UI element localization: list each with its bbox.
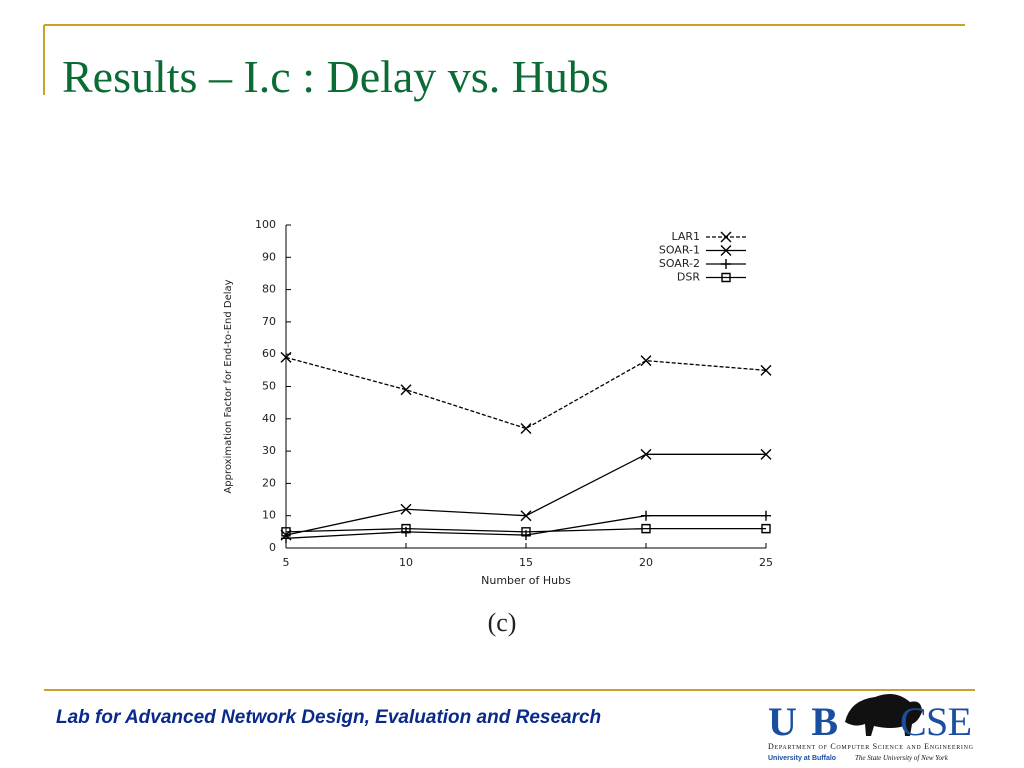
legend-label: SOAR-1 [659, 244, 700, 257]
series-line [285, 527, 766, 533]
marker [761, 523, 771, 534]
y-tick-label: 80 [262, 283, 276, 296]
marker [760, 364, 772, 376]
y-tick-label: 40 [262, 412, 276, 425]
legend-label: SOAR-2 [659, 257, 700, 270]
footer-text: Lab for Advanced Network Design, Evaluat… [56, 707, 601, 728]
marker [281, 533, 291, 544]
chart: 0 10 20 30 40 50 60 70 80 90 100 5 10 15 20 25 Number of… [223, 218, 773, 637]
logo-cse: CSE [900, 699, 972, 744]
marker [721, 272, 731, 283]
y-tick-label: 10 [262, 509, 276, 522]
marker [761, 510, 771, 521]
marker [720, 231, 732, 243]
marker [400, 384, 412, 396]
marker [641, 523, 651, 534]
marker [641, 510, 651, 521]
logo-university: University at Buffalo [768, 755, 836, 762]
x-tick-label: 25 [759, 556, 773, 569]
y-tick-label: 90 [262, 250, 276, 263]
x-axis-label: Number of Hubs [481, 574, 571, 587]
marker [760, 448, 772, 460]
legend-label: DSR [677, 271, 700, 284]
marker [400, 503, 412, 515]
y-tick-label: 70 [262, 315, 276, 328]
x-tick-label: 15 [519, 556, 533, 569]
x-tick-label: 5 [283, 556, 290, 569]
y-tick-label: 50 [262, 380, 276, 393]
logo-state: The State University of New York [855, 754, 949, 762]
caption: (c) [488, 608, 517, 637]
marker [520, 510, 532, 522]
marker [721, 259, 731, 269]
marker [520, 422, 532, 434]
y-tick-label: 20 [262, 476, 276, 489]
logo-department: Department of Computer Science and Engin… [768, 742, 974, 751]
slide-title: Results – I.c : Delay vs. Hubs [62, 51, 609, 102]
marker [521, 527, 531, 537]
y-tick-label: 0 [269, 541, 276, 554]
y-axis-label: Approximation Factor for End-to-End Dela… [223, 279, 234, 493]
y-tick-label: 30 [262, 444, 276, 457]
y-tick-label: 100 [255, 218, 276, 231]
marker [401, 523, 411, 534]
x-tick-label: 10 [399, 556, 413, 569]
logo-buffalo [845, 693, 922, 736]
marker [640, 355, 652, 367]
x-tick-label: 20 [639, 556, 653, 569]
marker [281, 527, 291, 537]
marker [280, 351, 292, 363]
y-tick-label: 60 [262, 347, 276, 360]
marker [720, 245, 732, 256]
series-line [285, 356, 767, 430]
marker [640, 448, 652, 460]
legend-label: LAR1 [671, 230, 700, 243]
logo: UB CSE Department of Computer Science an… [768, 693, 974, 762]
